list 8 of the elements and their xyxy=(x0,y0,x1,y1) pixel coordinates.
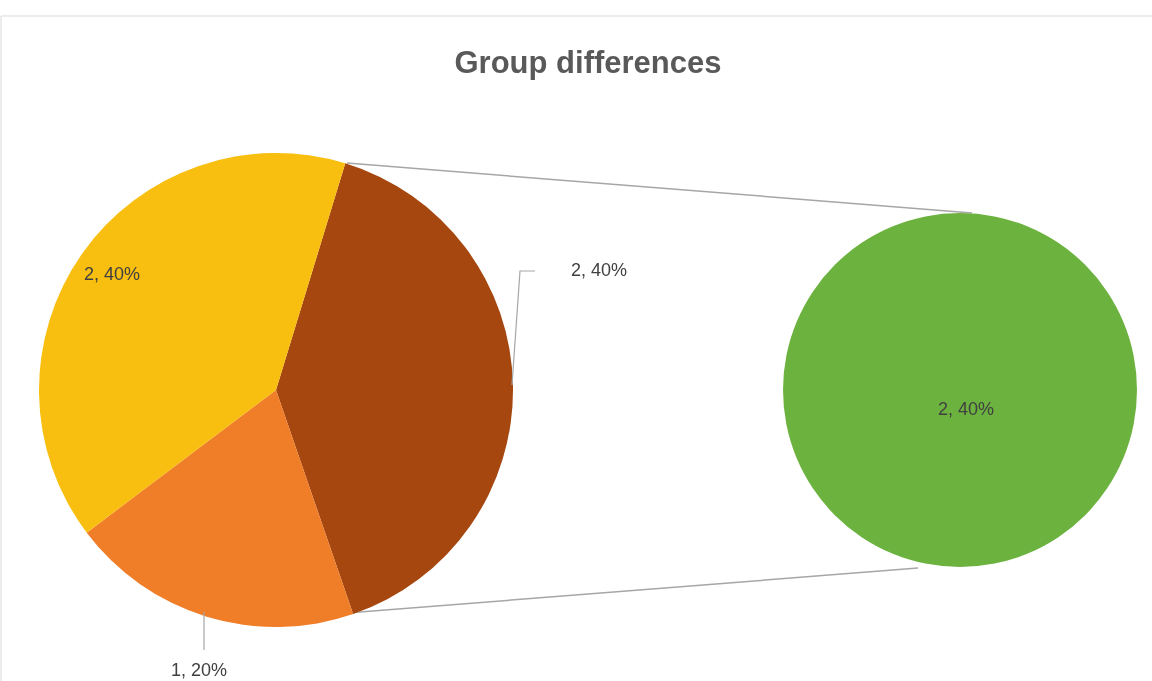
pie-slice xyxy=(86,390,354,627)
data-label: 2, 40% xyxy=(937,398,995,419)
pie-slice xyxy=(276,163,513,615)
data-label: 2, 40% xyxy=(83,263,141,284)
pie-slice xyxy=(39,153,346,533)
chart-title: Group differences xyxy=(454,45,722,80)
data-label: 2, 40% xyxy=(571,259,628,280)
data-label: 1, 20% xyxy=(170,659,228,680)
